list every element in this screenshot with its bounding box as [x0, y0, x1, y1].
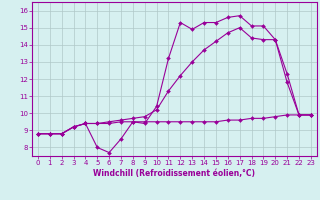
X-axis label: Windchill (Refroidissement éolien,°C): Windchill (Refroidissement éolien,°C) [93, 169, 255, 178]
